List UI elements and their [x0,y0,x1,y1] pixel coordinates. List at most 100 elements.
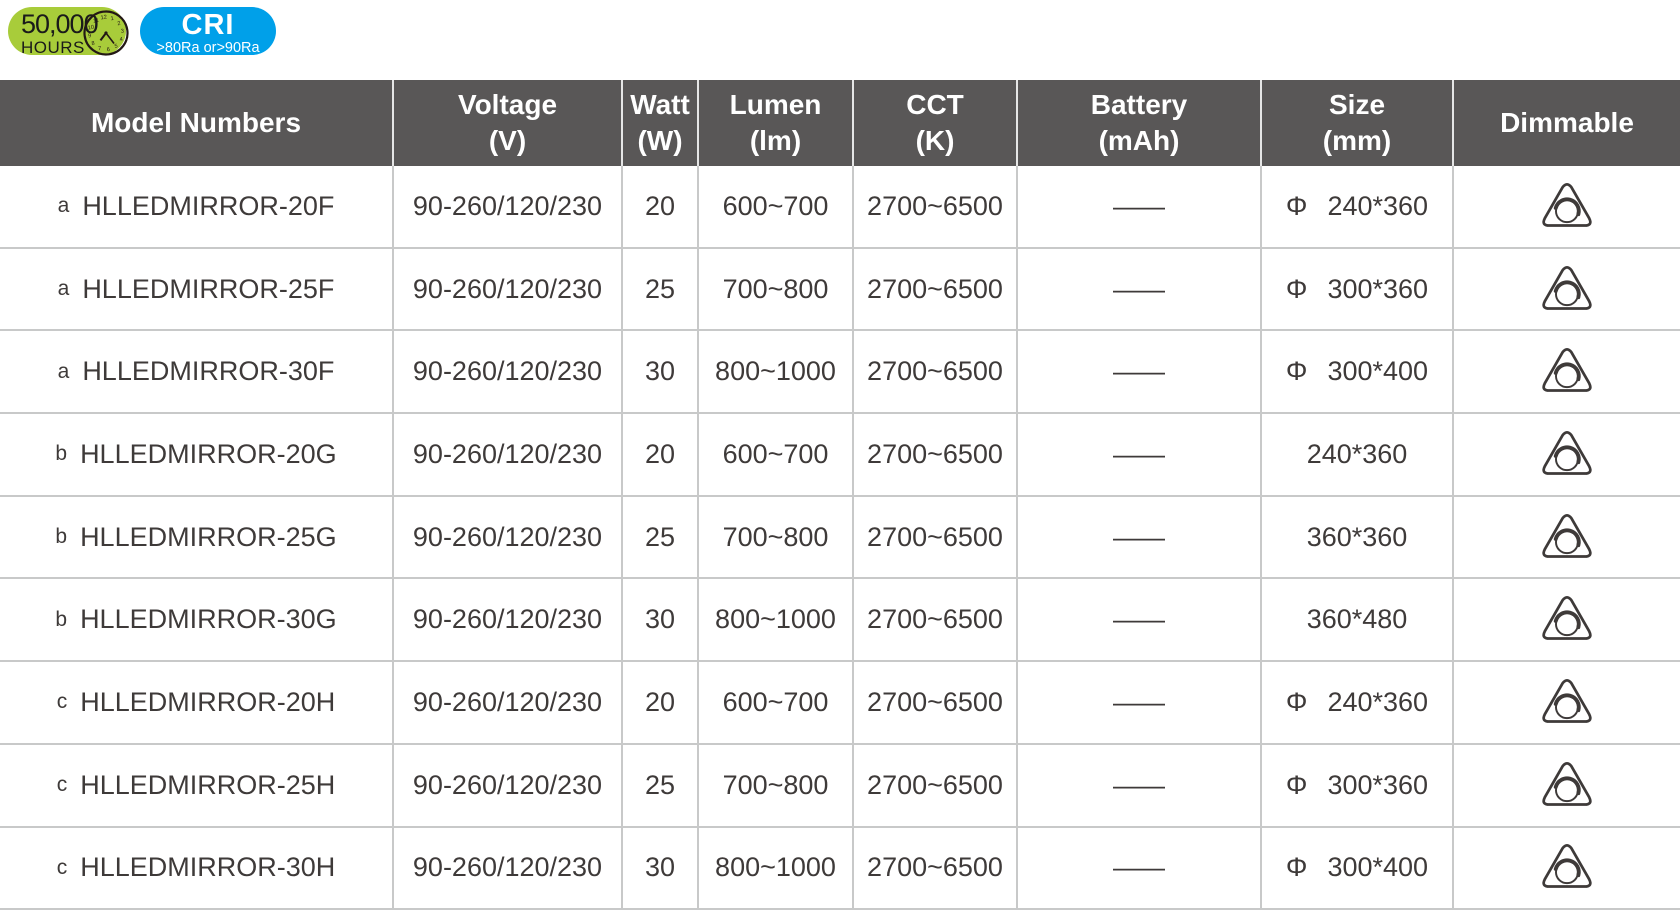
table-row: a HLLEDMIRROR-20F 90-260/120/230 20 600~… [0,166,1680,249]
dimmable-cell [1454,662,1680,743]
size-value: 300*360 [1327,769,1429,800]
model-prefix: c [56,690,68,714]
battery-value: —— [1018,248,1262,330]
model-prefix: a [57,359,70,383]
svg-text:9: 9 [88,33,92,39]
voltage-value: 90-260/120/230 [394,496,623,578]
battery-value: —— [1018,744,1262,826]
phi-diameter-symbol: Φ [1285,852,1308,883]
watt-value: 20 [623,166,699,247]
size-cell: Φ 300*400 [1262,827,1454,909]
model-number: HLLEDMIRROR-30F [82,356,335,387]
size-cell: Φ 300*360 [1262,248,1454,330]
model-number: HLLEDMIRROR-25G [80,521,337,552]
dimmable-cell [1454,745,1680,826]
table-row: c HLLEDMIRROR-30H 90-260/120/230 30 800~… [0,827,1680,911]
model-cell: a HLLEDMIRROR-25F [0,248,394,330]
size-cell: Φ 300*400 [1262,331,1454,413]
watt-value: 25 [623,744,699,826]
lumen-value: 800~1000 [699,579,854,661]
size-value: 360*360 [1306,521,1408,552]
battery-value: —— [1018,579,1262,661]
size-cell: 240*360 [1262,414,1454,495]
header-battery: Battery (mAh) [1018,80,1262,166]
size-cell: Φ 300*360 [1262,744,1454,826]
dimmable-cell [1454,331,1680,412]
dimmable-cell [1454,828,1680,909]
table-row: a HLLEDMIRROR-25F 90-260/120/230 25 700~… [0,248,1680,332]
size-cell: 360*480 [1262,579,1454,661]
svg-text:2: 2 [117,21,121,27]
cct-value: 2700~6500 [854,496,1018,578]
size-value: 360*480 [1306,604,1408,635]
watt-value: 25 [623,248,699,330]
lumen-value: 700~800 [699,496,854,578]
voltage-value: 90-260/120/230 [394,414,623,495]
dimmable-icon [1542,513,1592,558]
model-number: HLLEDMIRROR-30G [80,604,337,635]
svg-text:5: 5 [114,44,118,50]
model-number: HLLEDMIRROR-20F [82,190,335,221]
watt-value: 20 [623,662,699,743]
header-dimmable: Dimmable [1500,106,1634,138]
spec-table: Model Numbers Voltage (V) Watt (W) Lumen (l… [0,80,1680,911]
phi-diameter-symbol: Φ [1285,273,1308,304]
dimmable-icon [1542,761,1592,806]
model-cell: c HLLEDMIRROR-30H [0,827,394,909]
dimmable-cell [1454,249,1680,330]
watt-value: 30 [623,331,699,413]
dimmable-icon [1542,430,1592,475]
header-voltage: Voltage (V) [394,80,623,166]
svg-text:12: 12 [100,15,107,22]
cct-value: 2700~6500 [854,248,1018,330]
dimmable-icon [1542,844,1592,889]
dimmable-icon [1542,596,1592,641]
battery-value: —— [1018,414,1262,495]
size-value: 240*360 [1327,190,1429,221]
battery-value: —— [1018,331,1262,413]
cct-value: 2700~6500 [854,662,1018,743]
dimmable-cell [1454,579,1680,660]
model-cell: b HLLEDMIRROR-30G [0,579,394,661]
cri-badge-title: CRI [181,9,235,41]
header-watt: Watt (W) [623,80,699,166]
svg-text:3: 3 [121,29,125,35]
battery-value: —— [1018,166,1262,247]
model-number: HLLEDMIRROR-30H [80,852,336,883]
cct-value: 2700~6500 [854,331,1018,413]
size-cell: 360*360 [1262,496,1454,578]
phi-diameter-symbol: Φ [1285,190,1308,221]
lumen-value: 800~1000 [699,827,854,909]
size-cell: Φ 240*360 [1262,166,1454,247]
size-value: 240*360 [1306,438,1408,469]
table-row: c HLLEDMIRROR-25H 90-260/120/230 25 700~… [0,744,1680,828]
watt-value: 25 [623,496,699,578]
lumen-value: 800~1000 [699,331,854,413]
table-body: a HLLEDMIRROR-20F 90-260/120/230 20 600~… [0,166,1680,911]
voltage-value: 90-260/120/230 [394,166,623,247]
lumen-value: 600~700 [699,166,854,247]
dimmable-icon [1542,348,1592,393]
watt-value: 30 [623,579,699,661]
lumen-value: 700~800 [699,248,854,330]
model-cell: a HLLEDMIRROR-20F [0,166,394,247]
svg-text:11: 11 [93,18,100,25]
svg-text:7: 7 [98,46,102,52]
voltage-value: 90-260/120/230 [394,248,623,330]
header-model-numbers: Model Numbers [0,80,394,166]
battery-value: —— [1018,662,1262,743]
watt-value: 20 [623,414,699,495]
dimmable-cell [1454,414,1680,495]
dimmable-cell [1454,497,1680,578]
table-header-row: Model Numbers Voltage (V) Watt (W) Lumen (l… [0,80,1680,166]
model-cell: b HLLEDMIRROR-25G [0,496,394,578]
cct-value: 2700~6500 [854,744,1018,826]
cct-value: 2700~6500 [854,414,1018,495]
model-prefix: c [56,855,68,879]
model-cell: a HLLEDMIRROR-30F [0,331,394,413]
watt-value: 30 [623,827,699,909]
size-value: 300*400 [1327,852,1429,883]
phi-diameter-symbol: Φ [1285,356,1308,387]
